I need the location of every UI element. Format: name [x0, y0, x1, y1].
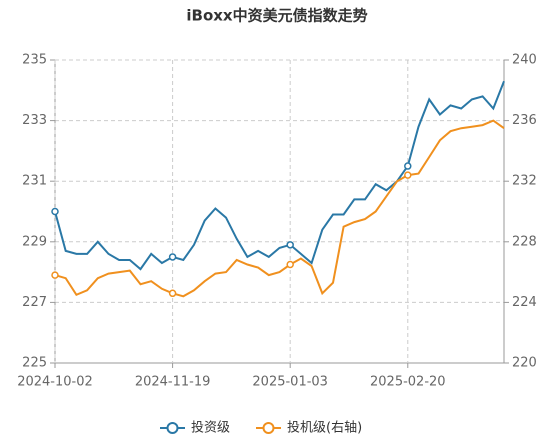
y-tick-label: 229: [22, 234, 47, 249]
legend-label: 投资级: [191, 420, 230, 436]
legend-icon-marker: [166, 422, 179, 434]
y-tick-label: 235: [22, 53, 47, 68]
y2-tick-label: 240: [512, 53, 537, 68]
y2-tick-label: 232: [512, 174, 537, 189]
x-tick-label: 2024-10-02: [17, 375, 93, 390]
point-marker: [51, 207, 59, 216]
y-tick-label: 231: [22, 174, 47, 189]
legend-label: 投机级(右轴): [287, 420, 362, 436]
y2-tick-label: 224: [512, 295, 537, 310]
point-marker: [404, 171, 412, 179]
x-tick-label: 2025-01-03: [252, 375, 328, 390]
y2-tick-label: 228: [512, 234, 537, 249]
x-tick-label: 2024-11-19: [135, 375, 211, 390]
y-tick-label: 227: [22, 295, 47, 310]
point-marker: [286, 241, 294, 249]
point-marker: [51, 271, 59, 279]
point-marker: [168, 253, 177, 261]
y-tick-label: 233: [22, 113, 47, 128]
point-marker: [286, 260, 294, 269]
y-tick-label: 225: [22, 356, 47, 371]
series-line: [54, 80, 505, 271]
x-tick-label: 2025-02-20: [370, 375, 446, 390]
chart-title: iBoxx中资美元债指数走势: [186, 7, 367, 25]
point-marker: [404, 162, 412, 170]
legend-icon-marker: [262, 422, 275, 434]
point-marker: [168, 289, 177, 298]
y2-tick-label: 220: [512, 356, 537, 371]
y2-tick-label: 236: [512, 113, 537, 128]
series-line: [54, 119, 505, 298]
